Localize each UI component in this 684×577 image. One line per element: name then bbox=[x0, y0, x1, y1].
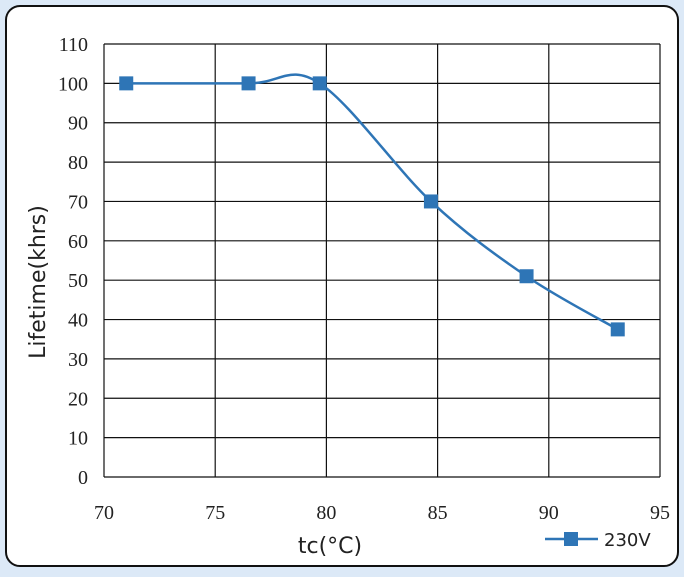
y-tick-label: 10 bbox=[68, 428, 88, 450]
x-tick-labels: 70 75 80 85 90 95 bbox=[94, 502, 670, 524]
x-tick-label: 95 bbox=[650, 502, 670, 524]
y-tick-label: 0 bbox=[78, 467, 88, 489]
y-tick-label: 80 bbox=[68, 152, 88, 174]
y-tick-label: 40 bbox=[68, 310, 88, 332]
x-tick-label: 80 bbox=[316, 502, 336, 524]
series-layer bbox=[119, 73, 625, 337]
y-tick-label: 20 bbox=[68, 388, 88, 410]
y-tick-label: 50 bbox=[68, 270, 88, 292]
data-point bbox=[312, 76, 327, 91]
chart-card bbox=[5, 5, 679, 567]
legend-marker bbox=[564, 532, 578, 546]
y-tick-label: 110 bbox=[59, 34, 88, 56]
y-tick-label: 60 bbox=[68, 231, 88, 253]
x-tick-label: 90 bbox=[539, 502, 559, 524]
y-tick-label: 70 bbox=[68, 191, 88, 213]
x-tick-label: 70 bbox=[94, 502, 114, 524]
x-tick-label: 85 bbox=[428, 502, 448, 524]
data-point bbox=[423, 194, 438, 209]
data-point bbox=[241, 76, 256, 91]
y-tick-label: 30 bbox=[68, 349, 88, 371]
y-tick-label: 100 bbox=[58, 73, 88, 95]
data-point bbox=[610, 322, 625, 337]
y-tick-labels: 0 10 20 30 40 50 60 70 80 90 100 110 bbox=[58, 34, 88, 489]
data-point bbox=[119, 76, 134, 91]
y-axis-title: Lifetime(khrs) bbox=[26, 205, 51, 359]
data-point bbox=[519, 269, 534, 284]
legend: 230V bbox=[545, 530, 651, 551]
y-tick-label: 90 bbox=[68, 113, 88, 135]
x-axis-title: tc(°C) bbox=[298, 534, 362, 559]
legend-label: 230V bbox=[604, 530, 651, 551]
x-tick-label: 75 bbox=[205, 502, 225, 524]
